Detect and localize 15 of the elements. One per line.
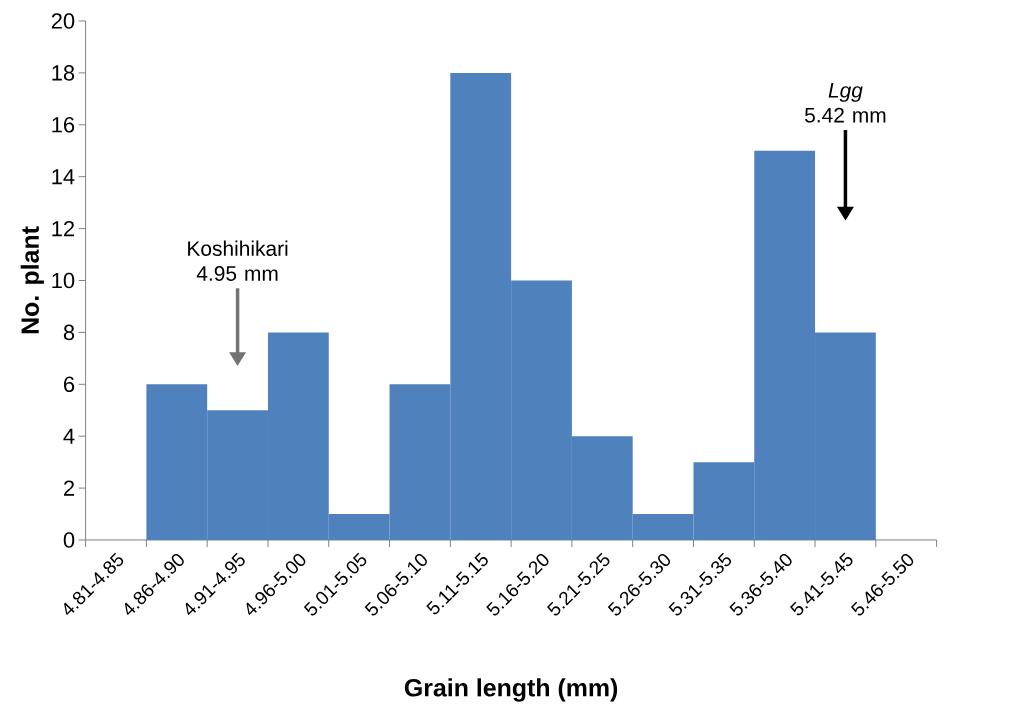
y-tick-label: 6 — [64, 376, 75, 393]
y-axis-title: No. plant — [20, 226, 44, 334]
annotation: Koshihikari 4.95 mm — [188, 240, 288, 281]
annotation: Lgg 5.42 mm — [805, 83, 886, 123]
y-tick-label: 10 — [52, 272, 75, 289]
y-tick-label: 0 — [63, 532, 75, 548]
x-axis-title: Grain length (mm) — [404, 678, 618, 702]
y-tick-label: 12 — [52, 220, 74, 237]
y-tick-label: 16 — [52, 117, 75, 133]
y-tick-label: 8 — [63, 324, 75, 341]
y-tick-label: 4 — [63, 428, 75, 444]
y-tick-label: 20 — [51, 13, 75, 29]
y-tick-label: 14 — [52, 169, 75, 185]
y-tick-label: 2 — [64, 480, 74, 496]
y-tick-label: 18 — [52, 65, 75, 81]
